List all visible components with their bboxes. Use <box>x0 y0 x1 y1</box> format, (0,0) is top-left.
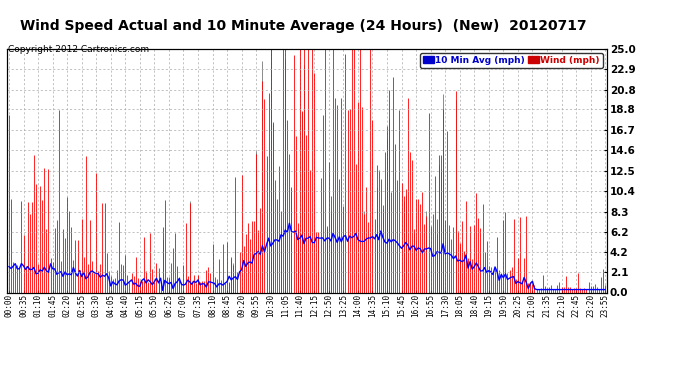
Text: Wind Speed Actual and 10 Minute Average (24 Hours)  (New)  20120717: Wind Speed Actual and 10 Minute Average … <box>20 19 587 33</box>
Text: Copyright 2012 Cartronics.com: Copyright 2012 Cartronics.com <box>8 45 150 54</box>
Legend: 10 Min Avg (mph), Wind (mph): 10 Min Avg (mph), Wind (mph) <box>420 53 602 68</box>
